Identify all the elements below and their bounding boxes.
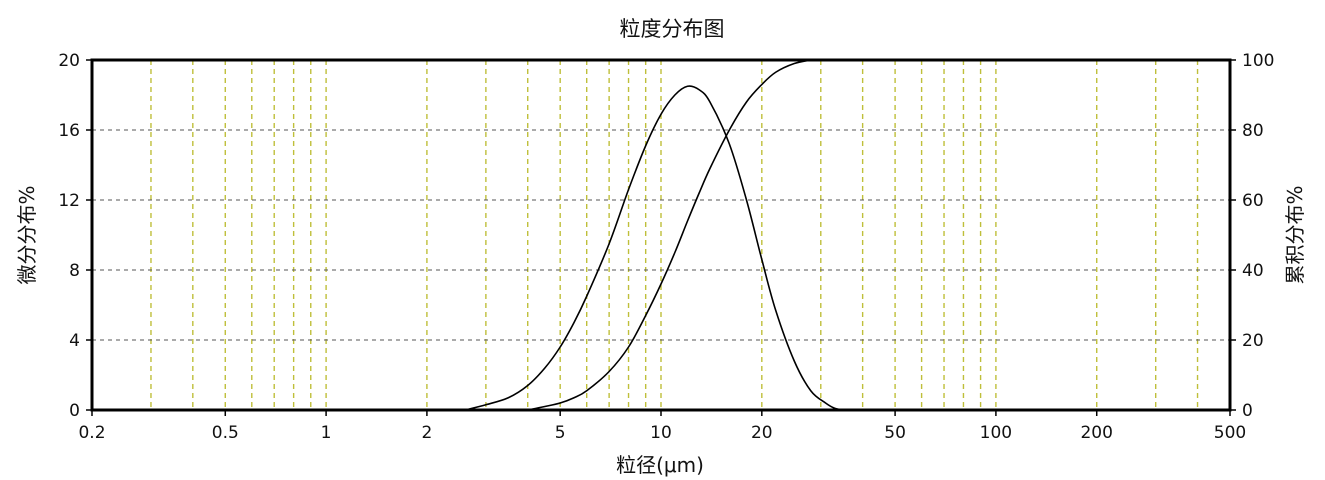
y-left-tick-label: 8 xyxy=(69,261,80,281)
y-left-axis-label: 微分分布% xyxy=(15,185,39,284)
cumulative-curve xyxy=(527,59,811,411)
x-axis-label: 粒径(μm) xyxy=(616,453,704,477)
x-tick-label: 0.5 xyxy=(212,423,239,443)
chart-title: 粒度分布图 xyxy=(620,17,725,41)
x-tick-label: 10 xyxy=(650,423,672,443)
y-right-tick-label: 0 xyxy=(1242,401,1253,421)
y-left-tick-label: 20 xyxy=(58,51,80,71)
grid xyxy=(92,60,1230,410)
x-tick-label: 200 xyxy=(1080,423,1112,443)
x-tick-label: 5 xyxy=(555,423,566,443)
x-tick-label: 500 xyxy=(1214,423,1246,443)
x-tick-label: 50 xyxy=(884,423,906,443)
y-left-tick-label: 16 xyxy=(58,121,80,141)
x-tick-label: 20 xyxy=(751,423,773,443)
y-left-tick-label: 12 xyxy=(58,191,80,211)
y-left-tick-label: 4 xyxy=(69,331,80,351)
differential-curve xyxy=(464,85,844,411)
x-tick-label: 0.2 xyxy=(78,423,105,443)
curves xyxy=(464,59,844,411)
y-left-tick-label: 0 xyxy=(69,401,80,421)
y-right-axis-label: 累积分布% xyxy=(1283,185,1307,284)
y-right-tick-label: 100 xyxy=(1242,51,1274,71)
x-tick-label: 1 xyxy=(321,423,332,443)
y-right-tick-label: 40 xyxy=(1242,261,1264,281)
y-right-tick-label: 20 xyxy=(1242,331,1264,351)
y-right-tick-label: 80 xyxy=(1242,121,1264,141)
x-tick-label: 100 xyxy=(980,423,1012,443)
x-tick-label: 2 xyxy=(421,423,432,443)
y-right-tick-label: 60 xyxy=(1242,191,1264,211)
ticks: 0.2 0.5 1 2 5 10 20 50 100 200 5000481216200204060… xyxy=(58,51,1274,443)
